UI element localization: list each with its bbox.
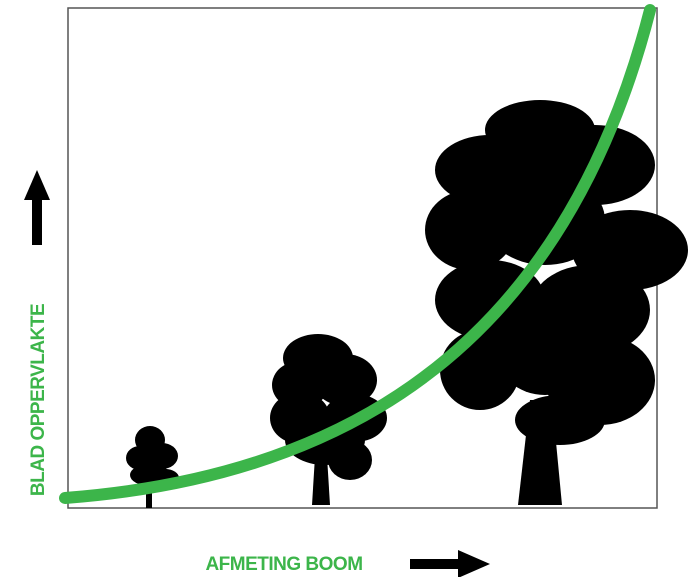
large-tree [425, 100, 688, 505]
x-axis-label: AFMETING BOOM [205, 554, 362, 575]
growth-curve [59, 4, 656, 504]
medium-tree [270, 334, 387, 505]
y-arrow [24, 170, 50, 245]
x-arrow [410, 550, 490, 577]
y-axis-label: BLAD OPPERVLAKTE [28, 304, 49, 496]
